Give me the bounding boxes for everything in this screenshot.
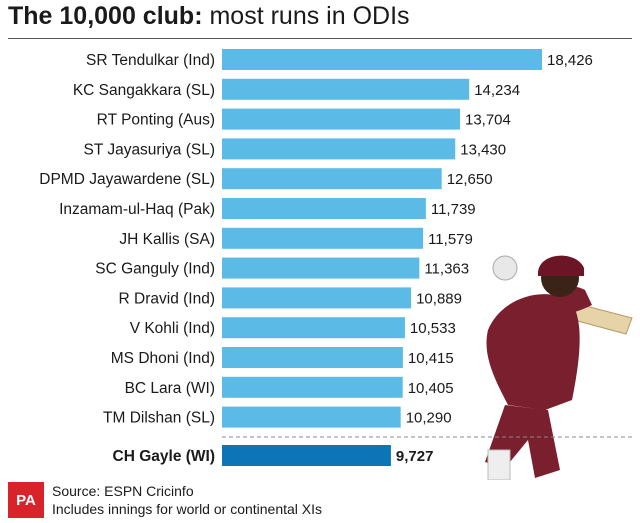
- bar: [222, 406, 401, 428]
- bar-row: V Kohli (Ind) 10,533: [130, 317, 456, 339]
- category-label: SC Ganguly (Ind): [95, 261, 215, 278]
- value-label: 13,430: [460, 141, 506, 158]
- highlight-category-label: CH Gayle (WI): [113, 448, 215, 465]
- highlight-bar: [222, 445, 391, 466]
- category-label: KC Sangakkara (SL): [73, 82, 215, 99]
- category-label: RT Ponting (Aus): [97, 112, 215, 129]
- value-label: 10,533: [410, 320, 456, 337]
- bar: [222, 227, 424, 249]
- category-label: Inzamam-ul-Haq (Pak): [59, 201, 215, 218]
- bar: [222, 376, 403, 398]
- bar: [222, 168, 442, 190]
- value-label: 10,405: [408, 380, 454, 397]
- highlight-value-label: 9,727: [396, 448, 434, 465]
- bar-row: SR Tendulkar (Ind) 18,426: [86, 49, 593, 70]
- pa-logo: PA: [8, 482, 44, 518]
- player-body-icon: [486, 294, 580, 410]
- category-label: JH Kallis (SA): [119, 231, 215, 248]
- bar: [222, 257, 420, 279]
- helmet-icon: [538, 255, 584, 276]
- category-label: MS Dhoni (Ind): [111, 350, 215, 367]
- bar-row: RT Ponting (Aus) 13,704: [97, 108, 511, 130]
- value-label: 11,739: [431, 201, 476, 218]
- value-label: 10,889: [416, 290, 462, 307]
- title-divider: [8, 38, 632, 39]
- source-line: Source: ESPN Cricinfo: [52, 483, 194, 499]
- bar-row: ST Jayasuriya (SL) 13,430: [83, 138, 506, 160]
- bar-row: R Dravid (Ind) 10,889: [119, 287, 462, 309]
- bar-row: SC Ganguly (Ind) 11,363: [95, 257, 469, 279]
- category-label: V Kohli (Ind): [130, 320, 215, 337]
- chart-title-bold: The 10,000 club:: [8, 2, 203, 30]
- bar: [222, 138, 456, 160]
- value-label: 14,234: [474, 82, 520, 99]
- chart-title-rest: most runs in ODIs: [202, 2, 410, 30]
- value-label: 10,415: [408, 350, 454, 367]
- category-label: ST Jayasuriya (SL): [83, 141, 215, 158]
- chart-title: The 10,000 club: most runs in ODIs: [8, 2, 410, 31]
- bar-row: KC Sangakkara (SL) 14,234: [73, 78, 520, 100]
- bar-row: Inzamam-ul-Haq (Pak) 11,739: [59, 198, 476, 219]
- bar-row: TM Dilshan (SL) 10,290: [103, 406, 452, 428]
- bar: [222, 317, 405, 339]
- bar: [222, 108, 460, 130]
- value-label: 13,704: [465, 112, 511, 129]
- category-label: BC Lara (WI): [125, 380, 215, 397]
- bar: [222, 198, 426, 219]
- bar: [222, 347, 403, 368]
- note-line: Includes innings for world or continenta…: [52, 501, 323, 517]
- value-label: 10,290: [406, 410, 452, 427]
- value-label: 18,426: [547, 52, 593, 69]
- bar-chart: SR Tendulkar (Ind) 18,426 KC Sangakkara (S…: [39, 49, 633, 480]
- category-label: DPMD Jayawardene (SL): [39, 171, 215, 188]
- bar: [222, 78, 470, 100]
- player-illustration: [485, 255, 633, 480]
- category-label: SR Tendulkar (Ind): [86, 52, 215, 69]
- source-note: Source: ESPN Cricinfo Includes innings f…: [52, 482, 322, 518]
- value-label: 12,650: [447, 171, 493, 188]
- bar-row: DPMD Jayawardene (SL) 12,650: [39, 168, 493, 190]
- bar-row: JH Kallis (SA) 11,579: [119, 227, 473, 249]
- bar: [222, 49, 542, 70]
- bar-row: MS Dhoni (Ind) 10,415: [111, 347, 454, 368]
- leg-pad-icon: [487, 449, 511, 480]
- bar: [222, 287, 412, 309]
- batting-glove-icon: [492, 255, 518, 281]
- category-label: TM Dilshan (SL): [103, 410, 215, 427]
- category-label: R Dravid (Ind): [119, 290, 215, 307]
- bar-row: BC Lara (WI) 10,405: [125, 376, 454, 398]
- value-label: 11,363: [424, 261, 469, 278]
- value-label: 11,579: [428, 231, 473, 248]
